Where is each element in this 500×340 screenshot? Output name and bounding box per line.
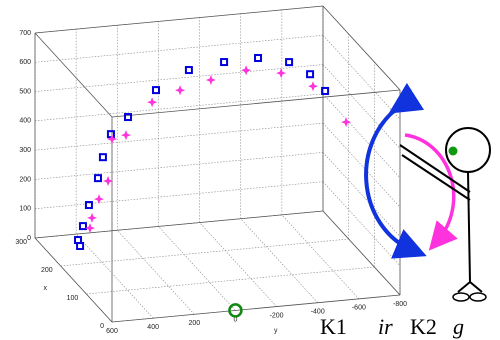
point <box>84 201 93 210</box>
plot-area: 0 100 200 300 400 500 600 700 0 100 200 300 600 400 20… <box>15 5 407 335</box>
point <box>241 65 252 76</box>
rotation-arrow <box>364 82 427 259</box>
grid-line <box>60 238 349 267</box>
box-edge <box>34 237 113 323</box>
point <box>205 75 216 85</box>
point <box>121 130 131 141</box>
annotation: K1 <box>320 314 347 339</box>
y-tick-label: 400 <box>147 324 159 331</box>
point <box>147 97 158 108</box>
grid-line <box>322 64 401 149</box>
z-tick-label: 0 <box>27 235 31 242</box>
point <box>74 236 83 245</box>
grid-line <box>34 34 324 63</box>
box-edge <box>34 210 324 239</box>
grid-line <box>34 152 324 180</box>
grid-line <box>34 122 324 151</box>
point <box>228 303 243 318</box>
foot <box>469 292 487 302</box>
body <box>399 144 483 293</box>
y-tick-label: -400 <box>311 309 325 316</box>
point <box>151 86 160 95</box>
point <box>308 81 318 92</box>
annotation: ir <box>378 314 393 339</box>
box-edge <box>34 5 324 34</box>
x-tick-label: 300 <box>15 239 27 246</box>
figure: K1 ir K2 g <box>320 82 491 339</box>
point <box>94 194 104 205</box>
box-edge <box>322 210 401 296</box>
point <box>220 58 229 67</box>
point <box>306 70 315 79</box>
point <box>276 68 287 79</box>
y-tick-label: 0 <box>233 316 237 323</box>
point <box>175 85 186 96</box>
y-tick-label: -200 <box>270 312 284 319</box>
grid-line <box>322 181 401 266</box>
grid-line <box>75 233 154 319</box>
z-tick-label: 300 <box>19 147 31 154</box>
point <box>285 58 294 67</box>
point <box>184 66 193 75</box>
grid-line <box>322 35 401 120</box>
point <box>254 53 263 62</box>
z-tick-label: 700 <box>19 30 31 37</box>
grid-line <box>158 226 236 311</box>
grid-line <box>281 214 360 300</box>
grid-line <box>322 152 401 237</box>
grid-line <box>322 93 401 179</box>
point <box>98 153 107 162</box>
point <box>106 130 115 139</box>
box-edge <box>111 89 401 118</box>
grid-line <box>34 181 324 210</box>
grid-line <box>322 122 401 208</box>
point <box>78 222 87 231</box>
box-edge <box>111 294 401 323</box>
y-axis-label: y <box>274 327 278 334</box>
z-tick-label: 100 <box>19 206 31 213</box>
grid-line <box>199 222 277 307</box>
z-tick-label: 500 <box>19 88 31 95</box>
point <box>85 223 95 234</box>
x-tick-label: 100 <box>67 295 79 302</box>
grid-line <box>34 64 324 92</box>
y-tick-label: -600 <box>352 305 366 312</box>
x-axis-label: x <box>44 285 48 292</box>
y-tick-label: 600 <box>106 328 118 335</box>
grid-line <box>240 218 318 303</box>
x-tick-label: 0 <box>100 323 104 330</box>
grid-line <box>34 93 324 122</box>
y-tick-label: -800 <box>393 301 407 308</box>
point <box>124 113 133 122</box>
eye <box>448 146 458 156</box>
annotation: K2 <box>410 314 437 339</box>
point <box>321 86 330 95</box>
point <box>341 117 352 128</box>
z-tick-label: 400 <box>19 118 31 125</box>
box-edge <box>322 5 401 91</box>
box-edge <box>34 32 113 118</box>
grid-line <box>86 266 375 295</box>
x-tick-label: 200 <box>41 267 53 274</box>
point <box>107 134 117 144</box>
point <box>93 174 102 183</box>
annotation: g <box>453 314 464 339</box>
grid-line <box>117 230 195 315</box>
foot <box>452 292 470 302</box>
point <box>87 212 97 223</box>
rotation-arrow <box>404 133 458 251</box>
z-tick-label: 600 <box>19 59 31 66</box>
y-tick-label: 200 <box>188 320 200 327</box>
z-tick-label: 200 <box>19 176 31 183</box>
point <box>103 176 114 186</box>
